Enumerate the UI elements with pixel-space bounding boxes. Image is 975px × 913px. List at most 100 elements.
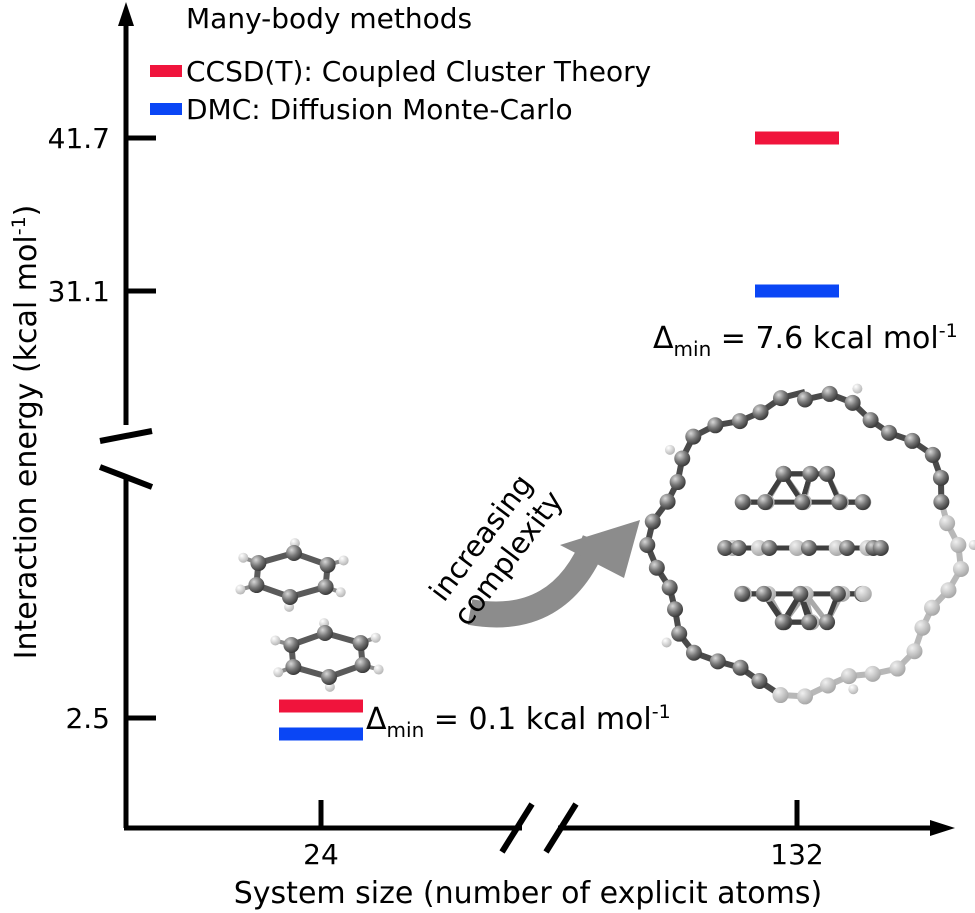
carbon-atom bbox=[801, 614, 818, 631]
carbon-atom bbox=[685, 428, 702, 445]
delta-min-large: Δmin = 7.6 kcal mol-1 bbox=[653, 320, 958, 361]
carbon-atom bbox=[709, 653, 726, 670]
legend-entry-dmc: DMC: Diffusion Monte-Carlo bbox=[186, 93, 573, 126]
carbon-atom bbox=[730, 540, 747, 556]
complexity-arrow bbox=[467, 520, 640, 628]
x-axis-arrowhead bbox=[930, 820, 955, 836]
arrow-head bbox=[560, 520, 640, 578]
arrow-body bbox=[467, 534, 608, 628]
carbon-atom bbox=[674, 450, 691, 467]
delta-min-small: Δmin = 0.1 kcal mol-1 bbox=[366, 701, 671, 742]
carbon-atom bbox=[751, 673, 768, 690]
carbon-atom bbox=[285, 658, 302, 675]
carbon-atom bbox=[864, 665, 881, 682]
carbon-atom bbox=[933, 494, 950, 511]
carbon-atom bbox=[940, 582, 957, 599]
carbon-atom bbox=[352, 635, 369, 652]
carbon-atom bbox=[932, 469, 949, 486]
y-tick-label: 31.1 bbox=[48, 275, 110, 308]
carbon-atom bbox=[802, 465, 819, 482]
legend: Many-body methods CCSD(T): Coupled Clust… bbox=[150, 2, 651, 126]
hydrogen-atom bbox=[664, 444, 675, 455]
hydrogen-atom bbox=[968, 540, 975, 550]
carbon-atom bbox=[248, 577, 265, 594]
legend-title: Many-body methods bbox=[186, 2, 472, 35]
hydrogen-atom bbox=[235, 584, 246, 595]
carbon-atom bbox=[881, 424, 898, 441]
x-tick-label: 132 bbox=[770, 838, 823, 871]
carbon-atom bbox=[775, 465, 792, 482]
hydrogen-atom bbox=[270, 635, 281, 646]
carbon-atom bbox=[755, 585, 772, 602]
carbon-atom bbox=[732, 659, 749, 676]
carbon-atom bbox=[800, 540, 817, 556]
carbon-atom bbox=[924, 599, 941, 616]
hydrogen-atom bbox=[335, 587, 346, 598]
carbon-atom bbox=[282, 588, 299, 605]
y-axis-break bbox=[98, 428, 154, 490]
carbon-atom bbox=[939, 515, 956, 532]
carbon-atom bbox=[354, 657, 371, 674]
legend-entry-ccsdt: CCSD(T): Coupled Cluster Theory bbox=[186, 55, 651, 88]
hydrogen-atom bbox=[370, 632, 381, 643]
carbon-atom bbox=[772, 687, 789, 704]
hydrogen-atom bbox=[848, 684, 859, 695]
carbon-atom bbox=[821, 385, 838, 402]
carbon-atom bbox=[667, 601, 684, 618]
carbon-atom bbox=[829, 585, 846, 602]
carbon-atom bbox=[855, 585, 872, 602]
carbon-atom bbox=[669, 474, 686, 491]
carbon-atom bbox=[794, 494, 811, 511]
carbon-atom bbox=[317, 578, 334, 595]
carbon-atom bbox=[734, 585, 751, 602]
carbon-atom bbox=[317, 625, 334, 642]
carbon-atom bbox=[685, 644, 702, 661]
hydrogen-atom bbox=[238, 552, 249, 563]
carbon-atom bbox=[904, 432, 921, 449]
carbon-atom bbox=[285, 545, 302, 562]
carbon-atom bbox=[707, 417, 724, 434]
carbon-atom bbox=[320, 668, 337, 685]
hydrogen-atom bbox=[373, 664, 384, 675]
legend-swatch-dmc bbox=[150, 103, 182, 115]
carbon-atom bbox=[659, 493, 676, 510]
carbon-atom bbox=[952, 560, 969, 577]
carbon-atom bbox=[950, 537, 967, 553]
carbon-atom bbox=[792, 585, 809, 602]
carbon-atom bbox=[789, 540, 806, 556]
hydrogen-atom bbox=[852, 383, 863, 394]
carbon-atom bbox=[839, 540, 856, 556]
carbon-atom bbox=[319, 556, 336, 573]
carbon-atom bbox=[761, 540, 778, 556]
legend-swatch-ccsdt bbox=[150, 65, 182, 77]
y-tick-label: 41.7 bbox=[48, 122, 110, 155]
carbon-atom bbox=[773, 390, 790, 407]
carbon-atom bbox=[774, 614, 791, 631]
carbon-atom bbox=[283, 636, 300, 653]
carbon-atom bbox=[854, 494, 871, 511]
carbon-atom bbox=[914, 619, 931, 636]
carbon-atom bbox=[840, 668, 857, 685]
carbon-atom bbox=[734, 494, 751, 511]
carbon-atom bbox=[671, 625, 688, 642]
carbon-atom bbox=[644, 513, 661, 530]
carbon-atom bbox=[819, 677, 836, 694]
carbon-atom bbox=[797, 688, 813, 705]
carbon-atom bbox=[924, 446, 941, 463]
hydrogen-atom bbox=[338, 555, 349, 566]
y-axis-arrowhead bbox=[118, 2, 134, 26]
carbon-atom bbox=[717, 540, 734, 556]
hydrogen-atom bbox=[273, 667, 284, 678]
carbon-atom bbox=[752, 404, 769, 421]
carbon-atom bbox=[648, 559, 665, 576]
y-tick-label: 2.5 bbox=[65, 702, 110, 735]
carbon-atom bbox=[831, 494, 848, 511]
carbon-atom bbox=[844, 394, 861, 411]
carbon-atom bbox=[862, 412, 879, 429]
y-axis-label: Interaction energy (kcal mol-1) bbox=[8, 205, 44, 660]
carbon-atom bbox=[819, 614, 836, 631]
carbon-atom bbox=[889, 660, 906, 677]
carbon-atom bbox=[731, 413, 748, 430]
carbon-atom bbox=[797, 391, 813, 408]
